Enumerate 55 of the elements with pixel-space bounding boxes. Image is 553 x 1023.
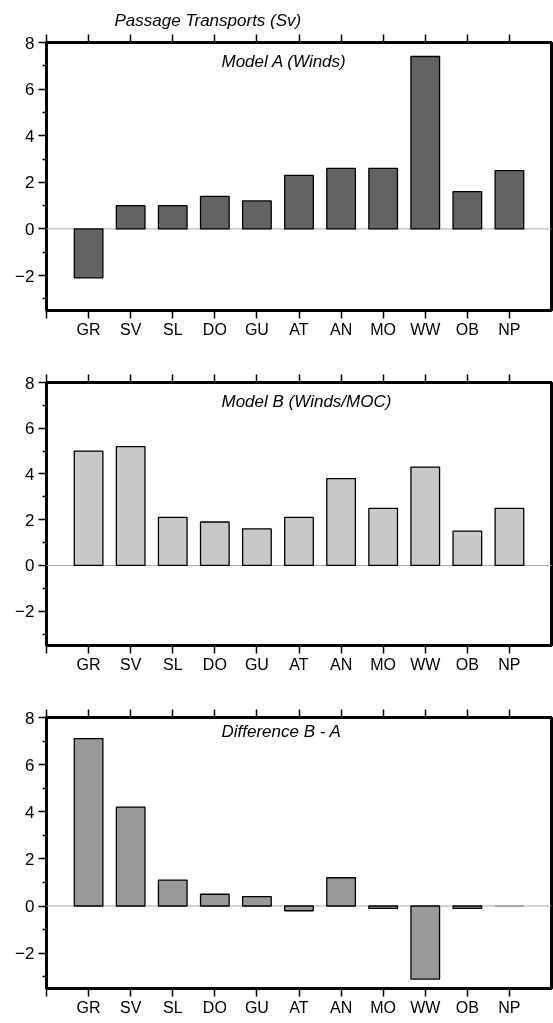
x-tick-label: OB: [455, 998, 479, 1016]
x-tick-label: NP: [498, 320, 521, 338]
x-tick-label: MO: [370, 320, 397, 338]
x-tick-label: NP: [498, 998, 521, 1016]
x-tick-label: DO: [202, 655, 227, 673]
y-tick-label: 8: [25, 708, 35, 728]
x-tick-label: OB: [455, 320, 479, 338]
x-tick-label: DO: [202, 998, 227, 1016]
y-tick-label: 6: [25, 80, 35, 100]
x-tick-label: WW: [410, 320, 442, 338]
x-tick-label: GR: [76, 998, 101, 1016]
y-tick-label: 6: [25, 755, 35, 775]
annotation: Difference B - A: [221, 721, 341, 741]
x-tick-label: SL: [162, 655, 183, 673]
x-tick-label: GU: [244, 998, 269, 1016]
x-tick-label: GR: [76, 655, 101, 673]
x-tick-label: MO: [370, 655, 397, 673]
x-tick-label: SV: [119, 998, 142, 1016]
y-tick-label: 0: [25, 897, 35, 917]
y-tick-label: 6: [25, 419, 35, 439]
x-tick-label: MO: [370, 998, 397, 1016]
y-tick-label: 4: [25, 126, 35, 146]
y-tick-label: 0: [25, 556, 35, 576]
x-tick-label: GU: [244, 320, 269, 338]
x-tick-label: SL: [162, 998, 183, 1016]
y-tick-label: 4: [25, 464, 35, 484]
x-tick-label: AN: [329, 655, 353, 673]
y-tick-label: −2: [15, 266, 35, 286]
x-tick-label: AT: [289, 998, 309, 1016]
y-tick-label: 8: [25, 33, 35, 53]
chart-title: Passage Transports (Sv): [114, 10, 302, 30]
x-tick-label: AN: [329, 320, 353, 338]
y-tick-label: 2: [25, 173, 35, 193]
x-tick-label: AT: [289, 655, 309, 673]
x-tick-label: GU: [244, 655, 269, 673]
x-tick-label: NP: [498, 655, 521, 673]
y-tick-label: 0: [25, 219, 35, 239]
x-tick-label: AT: [289, 320, 309, 338]
x-tick-label: OB: [455, 655, 479, 673]
y-tick-label: 8: [25, 373, 35, 393]
x-tick-label: SL: [162, 320, 183, 338]
x-tick-label: WW: [410, 655, 442, 673]
x-tick-label: DO: [202, 320, 227, 338]
x-tick-label: GR: [76, 320, 101, 338]
x-tick-label: WW: [410, 998, 442, 1016]
annotation: Model A (Winds): [221, 51, 346, 71]
y-tick-label: −2: [15, 602, 35, 622]
y-tick-label: 2: [25, 510, 35, 530]
y-tick-label: 4: [25, 802, 35, 822]
y-tick-label: 2: [25, 849, 35, 869]
x-tick-label: SV: [119, 320, 142, 338]
annotation: Model B (Winds/MOC): [221, 391, 392, 411]
y-tick-label: −2: [15, 944, 35, 964]
x-tick-label: AN: [329, 998, 353, 1016]
x-tick-label: SV: [119, 655, 142, 673]
